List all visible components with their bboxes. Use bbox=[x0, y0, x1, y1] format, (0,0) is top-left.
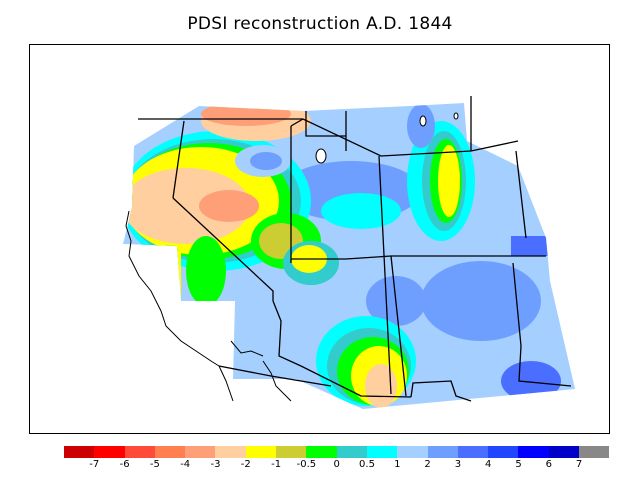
map-title: PDSI reconstruction A.D. 1844 bbox=[187, 14, 453, 34]
colorbar-swatch bbox=[548, 446, 580, 458]
colorbar-tick-label: 7 bbox=[575, 459, 583, 470]
lakes bbox=[315, 112, 459, 164]
map-frame bbox=[29, 44, 610, 434]
colorbar-tick-label: -0.5 bbox=[296, 459, 317, 470]
colorbar-swatch bbox=[124, 446, 155, 458]
colorbar-tick-label: -3 bbox=[210, 459, 221, 470]
colorbar-swatch bbox=[397, 446, 428, 458]
colorbar-labels: -7 -6 -5 -4 -3 -2 -1 -0.5 0 0.5 1 2 3 4 5 6 7 bbox=[0, 459, 640, 473]
coastline bbox=[125, 210, 292, 402]
colorbar-swatch bbox=[488, 446, 519, 458]
pdsi-map bbox=[123, 96, 575, 409]
colorbar-swatch bbox=[64, 446, 95, 458]
colorbar-swatch bbox=[306, 446, 337, 458]
colorbar-tick-label: -1 bbox=[271, 459, 282, 470]
colorbar-swatch bbox=[518, 446, 549, 458]
colorbar-swatch bbox=[154, 446, 186, 458]
colorbar-swatch bbox=[457, 446, 489, 458]
colorbar-tick-label: 4 bbox=[485, 459, 492, 470]
colorbar-tick-label: 2 bbox=[424, 459, 431, 470]
colorbar-swatch bbox=[336, 446, 367, 458]
colorbar bbox=[64, 446, 610, 458]
colorbar-swatch bbox=[94, 446, 125, 458]
colorbar-tick-label: -4 bbox=[180, 459, 191, 470]
colorbar-swatch bbox=[245, 446, 277, 458]
colorbar-tick-label: -5 bbox=[149, 459, 160, 470]
colorbar-tick-label: -6 bbox=[119, 459, 130, 470]
colorbar-tick-label: 6 bbox=[545, 459, 552, 470]
colorbar-swatch bbox=[276, 446, 307, 458]
state-borders bbox=[138, 96, 572, 402]
colorbar-tick-label: 0.5 bbox=[359, 459, 375, 470]
colorbar-tick-label: 3 bbox=[454, 459, 462, 470]
colorbar-swatch bbox=[579, 446, 610, 458]
colorbar-tick-label: -7 bbox=[89, 459, 100, 470]
colorbar-tick-label: 1 bbox=[394, 459, 401, 470]
colorbar-tick-label: -2 bbox=[240, 459, 251, 470]
colorbar-swatch bbox=[366, 446, 398, 458]
colorbar-tick-label: 0 bbox=[333, 459, 340, 470]
colorbar-swatch bbox=[215, 446, 246, 458]
colorbar-swatch bbox=[185, 446, 216, 458]
colorbar-swatch bbox=[427, 446, 458, 458]
colorbar-tick-label: 5 bbox=[515, 459, 522, 470]
